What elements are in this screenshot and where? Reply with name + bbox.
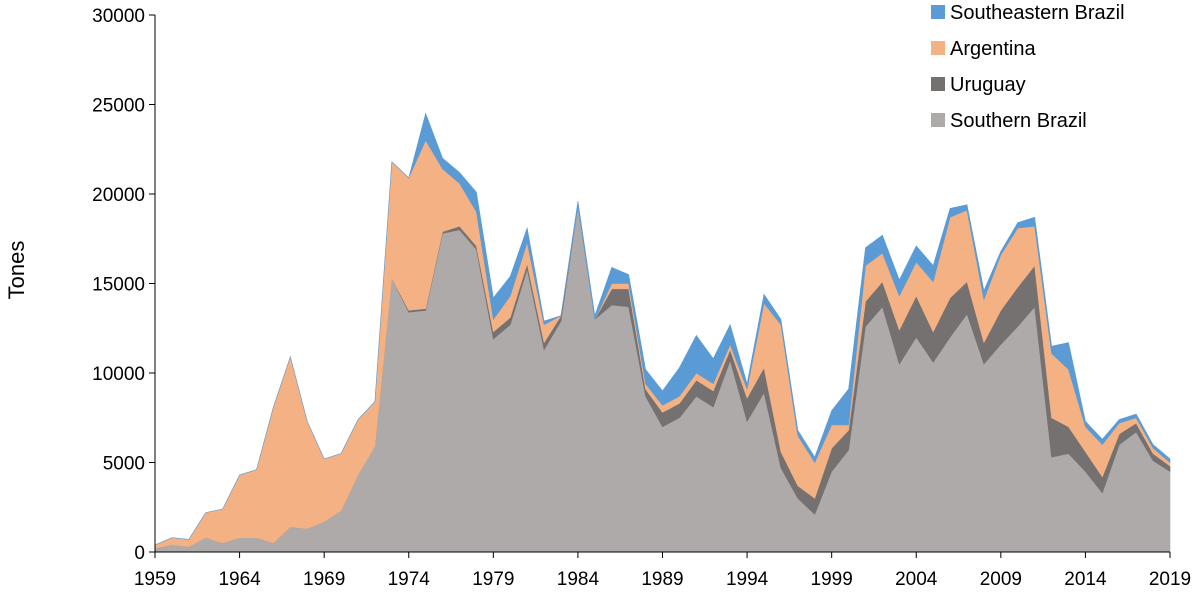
legend-swatch-argentina: [931, 41, 945, 55]
y-tick-label: 0: [134, 543, 145, 564]
y-tick-labels: 0 5000 10000 15000 20000 25000 30000: [92, 6, 145, 564]
legend-label-argentina: Argentina: [950, 38, 1036, 60]
legend-label-uruguay: Uruguay: [950, 74, 1026, 96]
y-axis-title: Tones: [4, 241, 29, 300]
y-tick-label: 5000: [103, 454, 145, 475]
y-tick-label: 15000: [92, 275, 145, 296]
x-tick-label: 1964: [218, 569, 261, 590]
y-tick-label: 10000: [92, 364, 145, 385]
area-layers: [154, 112, 1171, 553]
x-tick-label: 2009: [980, 569, 1022, 590]
x-tick-label: 1979: [472, 569, 514, 590]
x-tick-label: 1989: [641, 569, 683, 590]
x-tick-label: 1994: [726, 569, 769, 590]
legend-swatch-uruguay: [931, 77, 945, 91]
x-tick-label: 1999: [811, 569, 853, 590]
x-tick-label: 1974: [388, 569, 431, 590]
x-tick-label: 2019: [1149, 569, 1191, 590]
x-tick-label: 1959: [134, 569, 176, 590]
x-tick-labels: 1959 1964 1969 1974 1979 1984 1989 1994 1999 2004…: [134, 569, 1191, 590]
axes: [149, 14, 1171, 558]
legend-swatch-southeastern-brazil: [931, 5, 945, 19]
legend-swatch-southern-brazil: [931, 113, 945, 127]
area-southeastern-brazil: [154, 112, 1171, 546]
legend-label-southern-brazil: Southern Brazil: [950, 110, 1087, 132]
y-tick-label: 25000: [92, 96, 145, 117]
x-tick-label: 1969: [303, 569, 345, 590]
y-tick-label: 30000: [92, 6, 145, 27]
x-tick-label: 2014: [1064, 569, 1107, 590]
legend-label-southeastern-brazil: Southeastern Brazil: [950, 2, 1125, 24]
y-tick-label: 20000: [92, 185, 145, 206]
legend: Southeastern Brazil Argentina Uruguay South…: [931, 2, 1125, 132]
x-tick-label: 1984: [557, 569, 600, 590]
x-tick-label: 2004: [895, 569, 938, 590]
